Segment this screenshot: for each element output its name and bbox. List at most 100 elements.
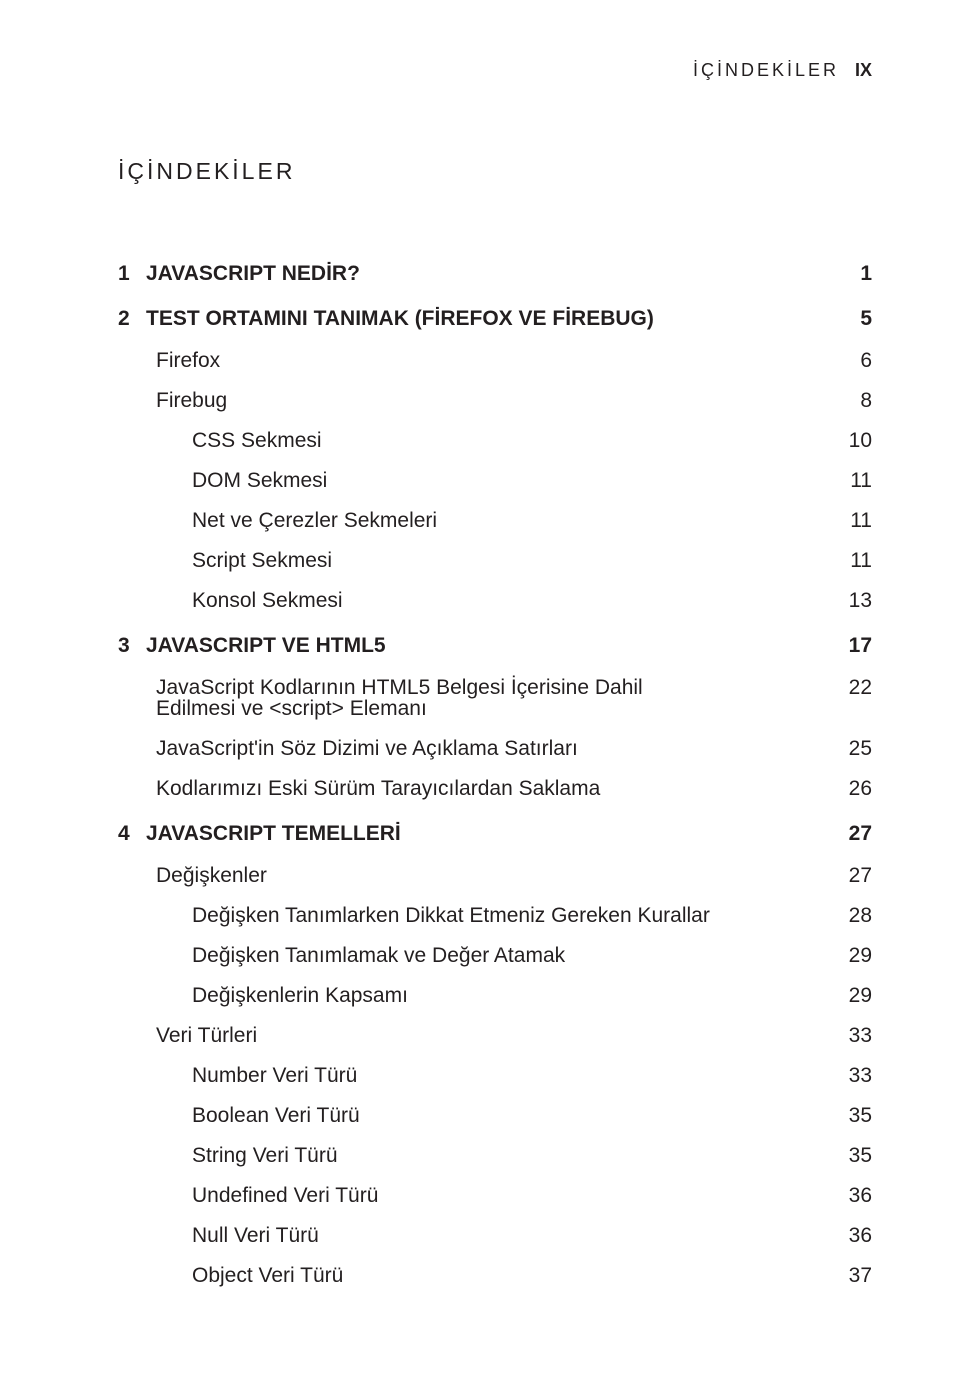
toc-entry-page: 1 — [838, 263, 872, 284]
toc-entry-left: Veri Türleri — [118, 1025, 257, 1046]
toc-entry: Değişkenlerin Kapsamı 29 — [118, 985, 872, 1006]
toc-entry-title: Değişkenlerin Kapsamı — [118, 985, 408, 1006]
toc-entry: Veri Türleri33 — [118, 1025, 872, 1046]
toc-chapter-number: 2 — [118, 308, 146, 329]
toc-entry: CSS Sekmesi 10 — [118, 430, 872, 451]
toc-entry-page: 28 — [838, 905, 872, 926]
toc-entry-left: CSS Sekmesi — [118, 430, 322, 451]
toc-entry-title: DOM Sekmesi — [118, 470, 327, 491]
toc-entry-title: Değişken Tanımlamak ve Değer Atamak — [118, 945, 565, 966]
toc-entry-page: 35 — [838, 1145, 872, 1166]
toc-entry-left: String Veri Türü — [118, 1145, 338, 1166]
toc-entry-left: 3JAVASCRIPT VE HTML5 — [118, 635, 386, 656]
toc-entry-title: String Veri Türü — [118, 1145, 338, 1166]
toc-entry-title: JAVASCRIPT NEDİR? — [146, 263, 360, 284]
toc-entry: Net ve Çerezler Sekmeleri 11 — [118, 510, 872, 531]
toc-entry: Firebug 8 — [118, 390, 872, 411]
toc-entry-left: Undefined Veri Türü — [118, 1185, 378, 1206]
toc-entry: Undefined Veri Türü36 — [118, 1185, 872, 1206]
toc-entry-left: 4JAVASCRIPT TEMELLERİ — [118, 823, 401, 844]
toc-entry-page: 10 — [838, 430, 872, 451]
toc-chapter-number: 1 — [118, 263, 146, 284]
toc-entry-left: DOM Sekmesi — [118, 470, 327, 491]
toc-entry: Number Veri Türü 33 — [118, 1065, 872, 1086]
toc-entry-page: 35 — [838, 1105, 872, 1126]
table-of-contents: 1JAVASCRIPT NEDİR?12TEST ORTAMINI TANIMA… — [118, 263, 872, 1286]
toc-entry: DOM Sekmesi 11 — [118, 470, 872, 491]
toc-entry-left: Script Sekmesi — [118, 550, 332, 571]
toc-chapter: 2TEST ORTAMINI TANIMAK (FİREFOX VE FİREB… — [118, 308, 872, 329]
toc-entry-page: 17 — [838, 635, 872, 656]
toc-entry-title: JavaScript Kodlarının HTML5 Belgesi İçer… — [118, 677, 718, 719]
toc-entry-page: 11 — [838, 550, 872, 571]
page-title: İÇİNDEKİLER — [118, 158, 872, 185]
toc-entry-page: 22 — [838, 677, 872, 698]
toc-entry-left: 2TEST ORTAMINI TANIMAK (FİREFOX VE FİREB… — [118, 308, 654, 329]
toc-entry-left: Değişken Tanımlarken Dikkat Etmeniz Gere… — [118, 905, 710, 926]
toc-entry-page: 26 — [838, 778, 872, 799]
toc-entry-page: 29 — [838, 945, 872, 966]
toc-entry-title: Konsol Sekmesi — [118, 590, 343, 611]
toc-entry-left: Firebug — [118, 390, 227, 411]
toc-entry-left: Boolean Veri Türü — [118, 1105, 360, 1126]
toc-entry-page: 6 — [838, 350, 872, 371]
toc-entry-title: Firefox — [118, 350, 220, 371]
toc-entry-title: JAVASCRIPT VE HTML5 — [146, 635, 386, 656]
toc-entry-title: Veri Türleri — [118, 1025, 257, 1046]
toc-entry: Kodlarımızı Eski Sürüm Tarayıcılardan Sa… — [118, 778, 872, 799]
toc-entry-page: 8 — [838, 390, 872, 411]
toc-entry-left: 1JAVASCRIPT NEDİR? — [118, 263, 360, 284]
toc-entry-left: JavaScript'in Söz Dizimi ve Açıklama Sat… — [118, 738, 578, 759]
toc-entry-title: JAVASCRIPT TEMELLERİ — [146, 823, 401, 844]
toc-chapter: 1JAVASCRIPT NEDİR?1 — [118, 263, 872, 284]
toc-entry: Object Veri Türü 37 — [118, 1265, 872, 1286]
running-header-page: IX — [855, 60, 872, 81]
toc-entry-left: Değişkenlerin Kapsamı — [118, 985, 408, 1006]
toc-entry-page: 25 — [838, 738, 872, 759]
toc-entry-title: Script Sekmesi — [118, 550, 332, 571]
toc-entry-title: Değişkenler — [118, 865, 267, 886]
toc-entry-title: Object Veri Türü — [118, 1265, 343, 1286]
toc-entry-title: Number Veri Türü — [118, 1065, 357, 1086]
toc-entry-left: Object Veri Türü — [118, 1265, 343, 1286]
toc-entry-page: 36 — [838, 1225, 872, 1246]
toc-entry: Firefox 6 — [118, 350, 872, 371]
toc-entry: String Veri Türü 35 — [118, 1145, 872, 1166]
toc-entry: Konsol Sekmesi 13 — [118, 590, 872, 611]
toc-entry-title: TEST ORTAMINI TANIMAK (FİREFOX VE FİREBU… — [146, 308, 654, 329]
toc-entry-title: Değişken Tanımlarken Dikkat Etmeniz Gere… — [118, 905, 710, 926]
toc-entry: Null Veri Türü 36 — [118, 1225, 872, 1246]
toc-entry-title: JavaScript'in Söz Dizimi ve Açıklama Sat… — [118, 738, 578, 759]
toc-entry-left: Değişken Tanımlamak ve Değer Atamak — [118, 945, 565, 966]
toc-entry-title: Net ve Çerezler Sekmeleri — [118, 510, 437, 531]
running-header: İÇİNDEKİLER IX — [693, 60, 872, 81]
toc-entry: JavaScript'in Söz Dizimi ve Açıklama Sat… — [118, 738, 872, 759]
toc-entry: Script Sekmesi 11 — [118, 550, 872, 571]
toc-entry-left: Net ve Çerezler Sekmeleri — [118, 510, 437, 531]
toc-entry: Değişkenler 27 — [118, 865, 872, 886]
toc-chapter: 4JAVASCRIPT TEMELLERİ27 — [118, 823, 872, 844]
toc-chapter-number: 3 — [118, 635, 146, 656]
toc-entry-left: Konsol Sekmesi — [118, 590, 343, 611]
toc-entry-page: 13 — [838, 590, 872, 611]
toc-entry-page: 37 — [838, 1265, 872, 1286]
toc-entry-title: Firebug — [118, 390, 227, 411]
toc-entry: Değişken Tanımlamak ve Değer Atamak 29 — [118, 945, 872, 966]
toc-entry-title: Null Veri Türü — [118, 1225, 319, 1246]
toc-entry: JavaScript Kodlarının HTML5 Belgesi İçer… — [118, 677, 872, 719]
running-header-label: İÇİNDEKİLER — [693, 60, 839, 81]
toc-entry-page: 11 — [838, 470, 872, 491]
toc-entry-page: 29 — [838, 985, 872, 1006]
toc-entry-left: Firefox — [118, 350, 220, 371]
toc-entry-left: Number Veri Türü — [118, 1065, 357, 1086]
toc-entry-left: Değişkenler — [118, 865, 267, 886]
toc-entry-page: 27 — [838, 865, 872, 886]
toc-entry-page: 33 — [838, 1065, 872, 1086]
toc-chapter-number: 4 — [118, 823, 146, 844]
toc-chapter: 3JAVASCRIPT VE HTML5 17 — [118, 635, 872, 656]
toc-entry-title: CSS Sekmesi — [118, 430, 322, 451]
toc-entry: Değişken Tanımlarken Dikkat Etmeniz Gere… — [118, 905, 872, 926]
toc-entry-page: 11 — [838, 510, 872, 531]
toc-entry-title: Boolean Veri Türü — [118, 1105, 360, 1126]
toc-entry: Boolean Veri Türü 35 — [118, 1105, 872, 1126]
